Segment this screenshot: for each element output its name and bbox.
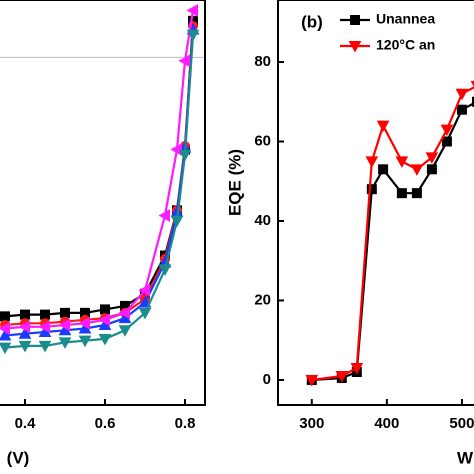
- marker: [471, 96, 474, 107]
- marker: [98, 333, 112, 346]
- marker: [365, 156, 379, 168]
- marker: [78, 316, 90, 330]
- y-tick-label: 60: [254, 132, 271, 149]
- legend-label: Unannea: [376, 11, 435, 27]
- x-tick-label: 0.6: [95, 415, 116, 432]
- marker: [0, 322, 10, 335]
- marker: [411, 188, 422, 199]
- y-tick-label: 0: [263, 371, 271, 388]
- y-tick-label: 80: [254, 53, 271, 70]
- marker: [118, 306, 130, 320]
- marker: [118, 325, 132, 337]
- marker: [441, 136, 452, 147]
- marker: [18, 340, 32, 353]
- marker: [40, 309, 50, 320]
- x-axis-label: W: [457, 448, 474, 467]
- marker: [425, 152, 439, 164]
- y-axis-label: EQE (%): [225, 149, 244, 216]
- panel-label: (b): [301, 12, 323, 31]
- marker: [60, 307, 70, 318]
- marker: [158, 209, 170, 222]
- marker: [170, 143, 182, 156]
- marker: [0, 311, 10, 322]
- marker: [396, 188, 407, 199]
- marker: [186, 29, 200, 42]
- marker: [100, 304, 110, 315]
- marker: [305, 374, 319, 387]
- x-tick-label: 300: [299, 415, 324, 432]
- legend-label: 120°C an: [376, 37, 435, 53]
- x-tick-label: 0.4: [15, 415, 37, 432]
- marker: [456, 104, 467, 115]
- marker: [78, 335, 92, 348]
- x-axis-label: (V): [7, 448, 30, 467]
- marker: [170, 215, 184, 228]
- marker: [20, 309, 30, 320]
- marker: [426, 164, 437, 175]
- series-line: [4, 29, 195, 337]
- plot-frame: [277, 0, 474, 406]
- marker: [38, 340, 52, 353]
- marker: [178, 54, 190, 68]
- marker: [0, 342, 12, 355]
- x-tick-label: 400: [374, 415, 399, 432]
- marker: [138, 307, 152, 320]
- series-line: [4, 10, 195, 330]
- plot-frame: [0, 0, 206, 406]
- series-line: [4, 26, 195, 327]
- marker: [0, 328, 12, 341]
- marker: [376, 120, 390, 133]
- marker: [378, 164, 389, 175]
- plot-area: [0, 4, 205, 355]
- marker: [58, 337, 72, 349]
- marker: [470, 80, 474, 88]
- y-tick-label: 20: [254, 291, 271, 308]
- marker: [138, 283, 150, 297]
- x-tick-label: 500: [449, 415, 474, 432]
- marker: [348, 41, 362, 53]
- series-line: [4, 34, 195, 349]
- plot-area: [305, 80, 474, 387]
- x-tick-label: 0.8: [175, 415, 196, 432]
- marker: [335, 370, 349, 383]
- marker: [366, 184, 377, 195]
- y-tick-label: 40: [254, 212, 271, 229]
- marker: [350, 15, 360, 25]
- marker: [158, 264, 172, 276]
- marker: [186, 4, 198, 17]
- marker: [58, 318, 70, 332]
- marker: [18, 320, 30, 334]
- marker: [18, 327, 32, 339]
- marker: [38, 320, 50, 334]
- marker: [440, 124, 454, 137]
- marker: [178, 149, 192, 162]
- marker: [98, 313, 110, 327]
- marker: [455, 88, 469, 101]
- marker: [395, 156, 409, 168]
- marker: [350, 363, 364, 375]
- marker: [410, 164, 424, 176]
